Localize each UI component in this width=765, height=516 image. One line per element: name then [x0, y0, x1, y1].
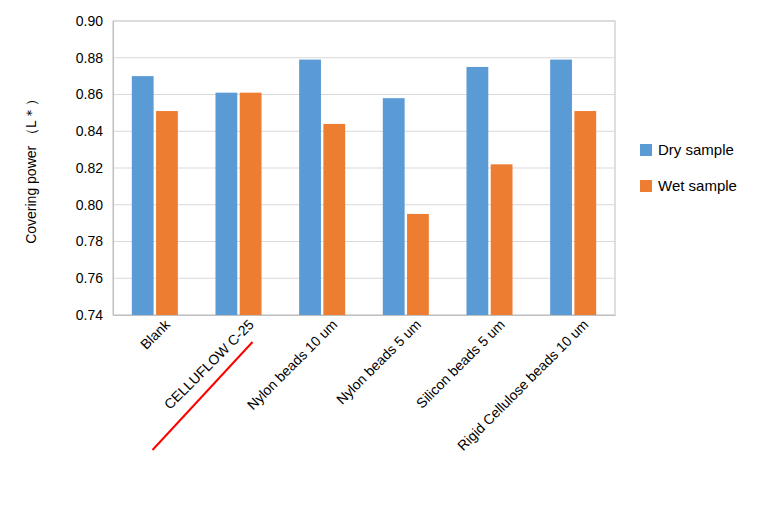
y-axis-title: Covering power （L＊） [23, 92, 39, 244]
x-tick: Blank [137, 315, 174, 352]
y-tick: 0.80 [76, 197, 113, 213]
grid-line [113, 21, 615, 22]
y-tick: 0.82 [76, 160, 113, 176]
bar [299, 60, 321, 315]
y-tick-label: 0.78 [76, 233, 103, 249]
bar [491, 164, 513, 315]
bar [407, 214, 429, 315]
y-tick-label: 0.90 [76, 13, 103, 29]
bar [132, 76, 154, 315]
x-tick: Nylon beads 10 um [244, 315, 341, 413]
chart: 0.74 0.76 0.78 0.80 0.82 0.84 0.86 0.88 0.90 Blan… [0, 0, 765, 516]
y-tick-label: 0.82 [76, 160, 103, 176]
bar [156, 111, 178, 315]
bar [383, 98, 405, 315]
x-tick-label: Nylon beads 10 um [244, 316, 341, 413]
bar [574, 111, 596, 315]
x-tick-label: Rigid Cellulose beads 10 um [454, 316, 591, 453]
x-axis-line [114, 315, 616, 316]
highlight-underline [153, 342, 253, 450]
y-tick-label: 0.84 [76, 123, 103, 139]
x-axis: BlankCELLUFLOW C-25Nylon beads 10 umNylo… [114, 315, 616, 454]
grid-line [113, 278, 615, 279]
bar [240, 93, 262, 315]
y-tick: 0.84 [76, 123, 113, 139]
y-tick: 0.86 [76, 86, 113, 102]
y-tick: 0.78 [76, 233, 113, 249]
y-tick-label: 0.88 [76, 50, 103, 66]
y-axis-line [113, 22, 114, 316]
grid-line [113, 131, 615, 132]
bar [550, 60, 572, 315]
x-tick: CELLUFLOW C-25 [161, 315, 257, 412]
legend-label: Dry sample [658, 141, 734, 158]
y-axis: 0.74 0.76 0.78 0.80 0.82 0.84 0.86 0.88 0.90 [76, 13, 114, 323]
legend-swatch [640, 180, 652, 192]
y-tick-label: 0.86 [76, 86, 103, 102]
grid-line [113, 315, 615, 316]
y-tick: 0.90 [76, 13, 113, 29]
y-tick-label: 0.74 [76, 307, 103, 323]
y-tick: 0.88 [76, 50, 113, 66]
grid-line [113, 204, 615, 205]
plot-frame [113, 21, 615, 315]
x-tick-label: Nylon beads 5 um [333, 316, 424, 407]
grid-line [113, 168, 615, 169]
bar [466, 67, 488, 315]
grid-line [113, 241, 615, 242]
x-tick-label: CELLUFLOW C-25 [161, 316, 257, 412]
x-tick: Rigid Cellulose beads 10 um [454, 315, 591, 454]
x-tick: Silicon beads 5 um [413, 315, 508, 411]
grid-line [113, 57, 615, 58]
x-tick: Nylon beads 5 um [333, 315, 424, 407]
bar-series [156, 93, 596, 315]
x-tick-label: Blank [137, 316, 174, 353]
y-tick: 0.76 [76, 270, 113, 286]
x-tick-label: Silicon beads 5 um [413, 316, 508, 411]
grid-line [113, 94, 615, 95]
y-tick-label: 0.76 [76, 270, 103, 286]
legend-label: Wet sample [658, 177, 737, 194]
y-tick-label: 0.80 [76, 197, 103, 213]
bar [323, 124, 345, 315]
legend-swatch [640, 144, 652, 156]
bar-series [132, 60, 572, 315]
bar [215, 93, 237, 315]
grid [113, 21, 615, 315]
bars [132, 60, 596, 315]
y-tick: 0.74 [76, 307, 113, 323]
legend: Dry sample Wet sample [640, 141, 737, 194]
